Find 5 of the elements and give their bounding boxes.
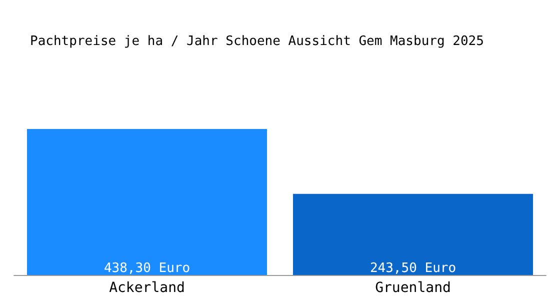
x-tick-label: Ackerland [109,280,185,296]
data-label: 243,50 Euro [370,261,456,276]
x-tick-label: Gruenland [375,280,451,296]
chart-title: Pachtpreise je ha / Jahr Schoene Aussicht Gem Masburg 2025 [30,34,484,49]
data-label: 438,30 Euro [104,261,190,276]
